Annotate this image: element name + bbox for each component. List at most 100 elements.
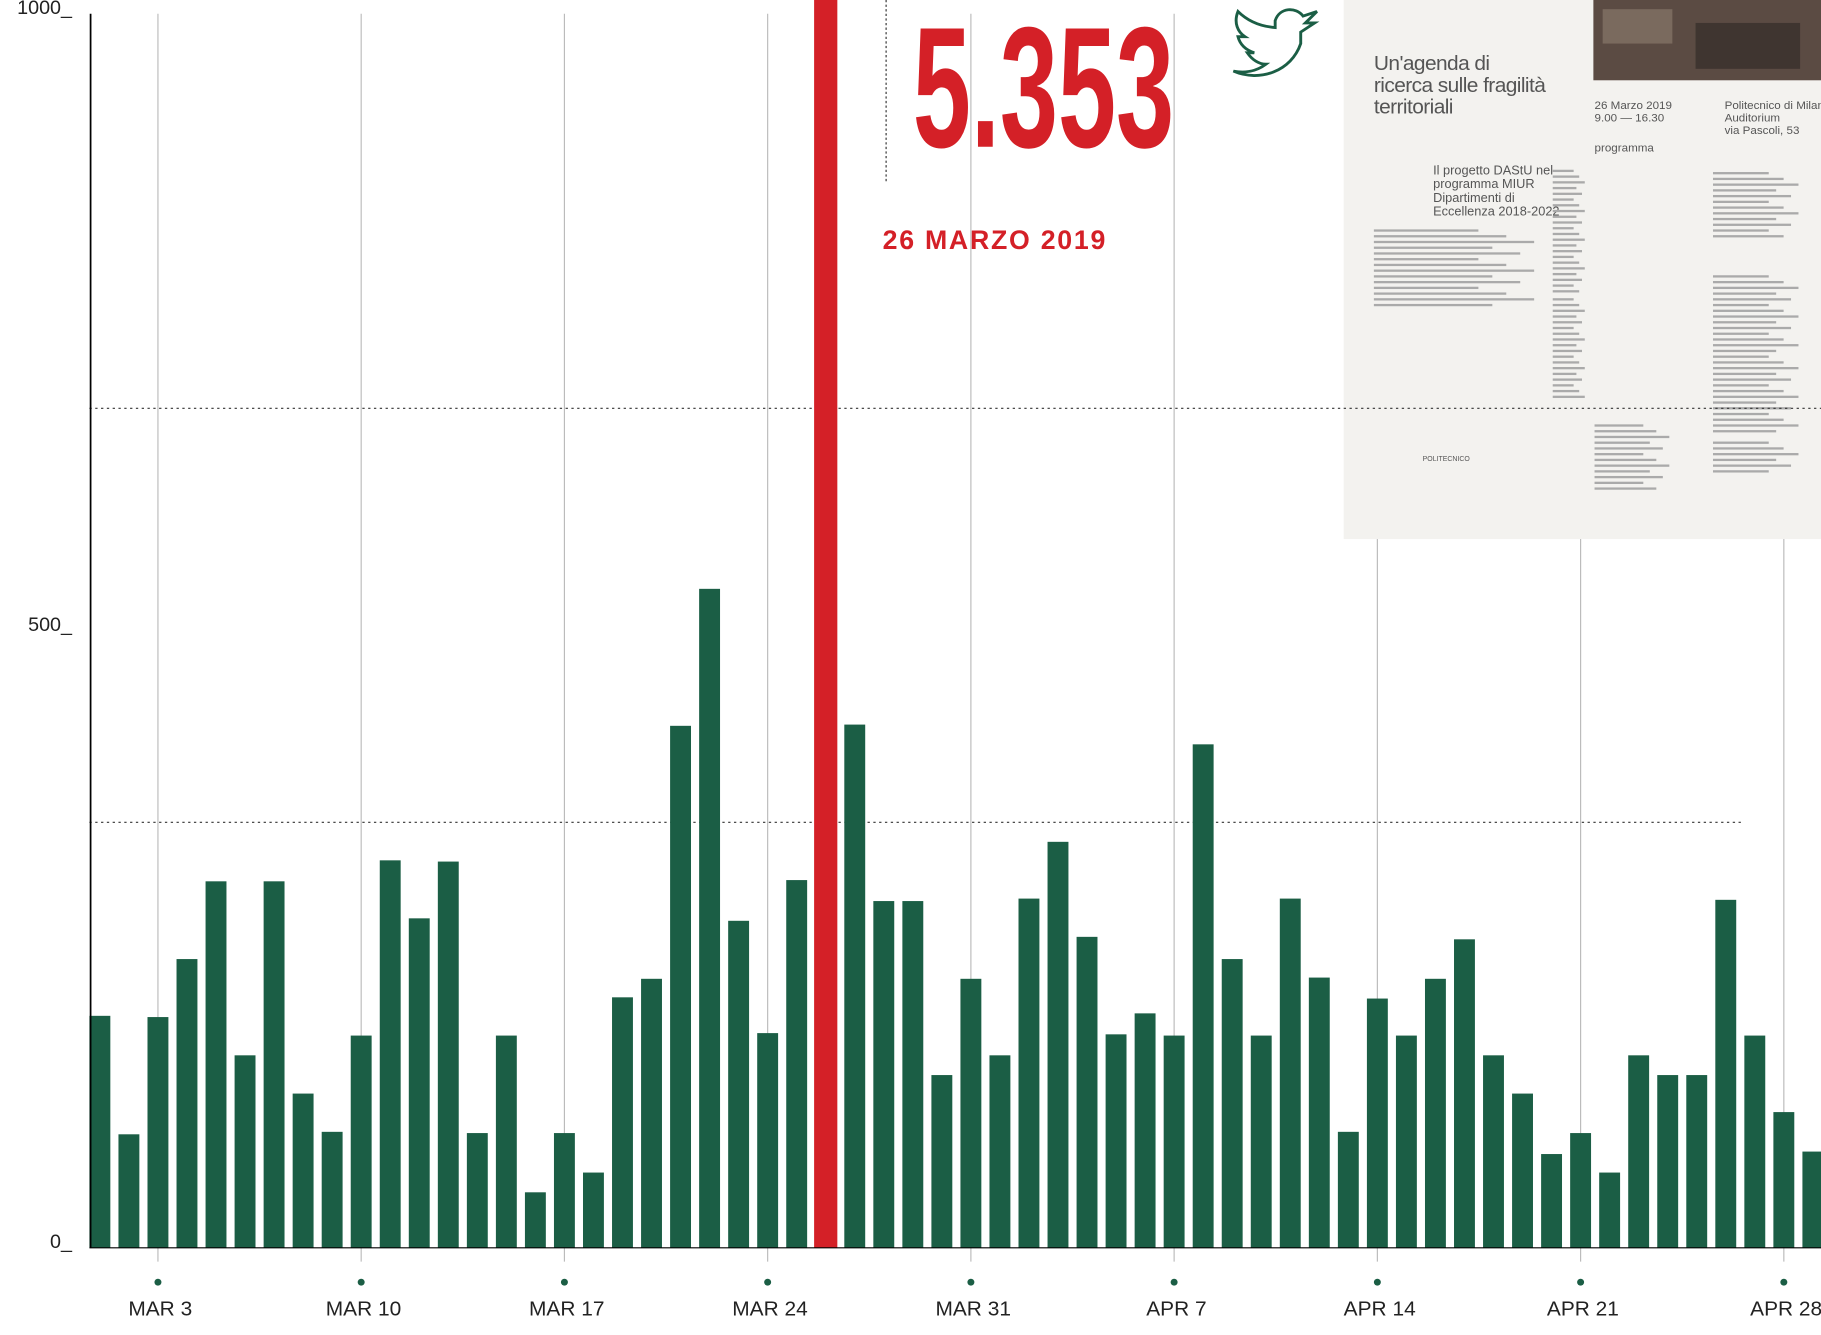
poster-line bbox=[1713, 178, 1784, 180]
bar bbox=[89, 1016, 110, 1248]
poster-line bbox=[1713, 356, 1769, 358]
poster-line bbox=[1595, 430, 1657, 432]
twitter-icon bbox=[1233, 10, 1317, 76]
poster-address: via Pascoli, 53 bbox=[1725, 125, 1800, 137]
poster-line bbox=[1713, 442, 1769, 444]
bar bbox=[235, 1055, 256, 1248]
poster-line bbox=[1553, 298, 1574, 300]
bar bbox=[1164, 1036, 1185, 1248]
bar bbox=[1251, 1036, 1272, 1248]
poster-line bbox=[1553, 310, 1585, 312]
poster-line bbox=[1553, 181, 1585, 183]
x-tick-dot bbox=[1577, 1279, 1584, 1286]
bar bbox=[177, 959, 198, 1248]
poster-line bbox=[1713, 292, 1776, 294]
bar bbox=[786, 880, 807, 1248]
bar bbox=[1396, 1036, 1417, 1248]
bar bbox=[322, 1132, 343, 1248]
poster-line bbox=[1553, 361, 1579, 363]
poster-title-box: Un'agenda di ricerca sulle fragilità ter… bbox=[1374, 53, 1548, 156]
poster-line bbox=[1713, 344, 1798, 346]
poster-line bbox=[1713, 430, 1776, 432]
poster-line bbox=[1374, 229, 1479, 231]
x-tick-dot bbox=[1780, 1279, 1787, 1286]
bar bbox=[1077, 937, 1098, 1248]
x-tick-dot bbox=[358, 1279, 365, 1286]
bar bbox=[1657, 1075, 1678, 1248]
x-tick-dot bbox=[1171, 1279, 1178, 1286]
bar bbox=[583, 1173, 604, 1248]
bar bbox=[1280, 899, 1301, 1248]
x-tick-dot bbox=[1374, 1279, 1381, 1286]
bar bbox=[989, 1055, 1010, 1248]
poster-line bbox=[1374, 275, 1492, 277]
poster-line bbox=[1713, 218, 1776, 220]
bar bbox=[1193, 744, 1214, 1248]
annotation: 26 MARZO 2019 bbox=[883, 225, 1107, 255]
bar bbox=[1454, 939, 1475, 1248]
poster-line bbox=[1374, 298, 1534, 300]
bar bbox=[1309, 978, 1330, 1248]
bar bbox=[525, 1192, 546, 1248]
poster-line bbox=[1553, 221, 1582, 223]
poster-line bbox=[1713, 396, 1798, 398]
poster-line bbox=[1713, 459, 1776, 461]
value-label: 5.353 bbox=[913, 0, 1174, 184]
poster-line bbox=[1713, 201, 1769, 203]
poster-line bbox=[1595, 453, 1644, 455]
chart: Un'agenda di ricerca sulle fragilità ter… bbox=[0, 0, 1821, 1335]
x-tick-label: MAR 17 bbox=[529, 1298, 604, 1321]
poster-line bbox=[1374, 264, 1506, 266]
poster-title-text: Un'agenda di ricerca sulle fragilità ter… bbox=[1374, 53, 1548, 118]
poster-line bbox=[1713, 184, 1798, 186]
bar bbox=[1048, 842, 1069, 1248]
poster-line bbox=[1595, 436, 1670, 438]
poster-line bbox=[1553, 367, 1585, 369]
poster-line bbox=[1553, 356, 1574, 358]
poster-photo-detail bbox=[1603, 9, 1673, 43]
poster-line bbox=[1553, 256, 1574, 258]
poster-line bbox=[1374, 258, 1479, 260]
bar bbox=[438, 862, 459, 1248]
poster-line bbox=[1595, 476, 1663, 478]
poster-line bbox=[1553, 198, 1574, 200]
poster-line bbox=[1595, 424, 1644, 426]
poster-photo-detail bbox=[1696, 23, 1801, 69]
poster-line bbox=[1713, 373, 1776, 375]
poster-line bbox=[1713, 304, 1769, 306]
poster-subtitle-text: Il progetto DAStU nel programma MIUR Dip… bbox=[1433, 164, 1561, 219]
bar bbox=[1802, 1152, 1821, 1248]
poster-line bbox=[1553, 338, 1585, 340]
bar bbox=[1599, 1173, 1620, 1248]
bar bbox=[554, 1133, 575, 1248]
poster-line bbox=[1374, 235, 1506, 237]
poster-line bbox=[1713, 470, 1769, 472]
poster-line bbox=[1553, 327, 1574, 329]
poster-line bbox=[1553, 170, 1574, 172]
bar bbox=[496, 1036, 517, 1248]
page: Un'agenda di ricerca sulle fragilità ter… bbox=[0, 0, 1821, 1335]
bar bbox=[1483, 1055, 1504, 1248]
poster-line bbox=[1553, 290, 1579, 292]
poster-line bbox=[1553, 333, 1579, 335]
poster-line bbox=[1595, 464, 1670, 466]
x-tick-dot bbox=[764, 1279, 771, 1286]
poster-line bbox=[1713, 281, 1784, 283]
bar bbox=[757, 1033, 778, 1248]
poster-line bbox=[1713, 212, 1798, 214]
bar bbox=[931, 1075, 952, 1248]
bar bbox=[1744, 1036, 1765, 1248]
poster-line bbox=[1595, 482, 1644, 484]
poster-time: 9.00 — 16.30 bbox=[1595, 113, 1665, 125]
poster-line bbox=[1553, 239, 1585, 241]
x-tick-label: MAR 24 bbox=[732, 1298, 807, 1321]
bar bbox=[147, 1017, 168, 1248]
poster-line bbox=[1713, 172, 1769, 174]
bar bbox=[902, 901, 923, 1248]
poster-venue: Politecnico di Milano bbox=[1725, 100, 1821, 112]
poster-line bbox=[1553, 390, 1579, 392]
poster-line bbox=[1713, 315, 1798, 317]
x-tick-label: APR 28 bbox=[1750, 1298, 1821, 1321]
poster-line bbox=[1713, 189, 1776, 191]
bar bbox=[351, 1036, 372, 1248]
